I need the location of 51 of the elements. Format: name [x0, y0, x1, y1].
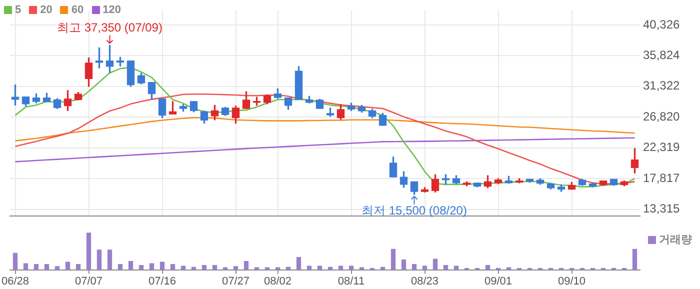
bar: [401, 260, 406, 270]
bar: [170, 264, 176, 270]
legend-label: 거래량: [659, 233, 692, 247]
category-label: 08/02: [264, 275, 292, 288]
bar: [244, 260, 249, 270]
annotation: 최고 37,350 (07/09): [57, 20, 162, 35]
bar: [12, 252, 18, 270]
bar: [86, 232, 92, 270]
bar: [54, 266, 60, 270]
category-label: 07/07: [74, 275, 103, 288]
y-tick-label: 17,817: [643, 170, 680, 185]
y-tick-label: 40,326: [643, 17, 680, 32]
bar: [233, 266, 238, 270]
bar: [23, 263, 28, 270]
category-label: 09/10: [558, 275, 586, 288]
category-label: 07/16: [148, 275, 176, 288]
category-label: 09/01: [484, 275, 512, 288]
bar: [149, 263, 154, 270]
y-tick-label: 35,824: [643, 48, 680, 62]
bar: [443, 265, 448, 270]
bar: [632, 248, 638, 270]
bar: [138, 265, 144, 270]
legend-label: 120: [102, 4, 121, 16]
category-label: 06/28: [1, 275, 30, 288]
bar: [65, 262, 70, 270]
category-label: 08/23: [410, 275, 439, 288]
category-label: 07/27: [222, 275, 250, 288]
bar: [34, 264, 39, 270]
y-tick-label: 26,820: [643, 109, 680, 124]
legend-label: 20: [40, 4, 52, 16]
bar: [202, 265, 207, 270]
bar: [128, 260, 134, 270]
bar: [118, 264, 123, 270]
bar: [96, 250, 102, 270]
annotation: 최저 15,500 (08/20): [362, 204, 467, 218]
y-tick-label: 31,322: [643, 78, 680, 93]
bar: [107, 250, 112, 270]
category-label: 08/11: [338, 275, 365, 288]
bar: [485, 265, 490, 270]
legend-label: 5: [15, 4, 22, 16]
bar: [432, 258, 438, 270]
bar: [76, 264, 81, 270]
legend-label: 60: [71, 4, 84, 16]
y-tick-label: 13,315: [643, 202, 680, 216]
bar: [296, 256, 302, 270]
bar: [44, 264, 50, 270]
bar: [412, 264, 417, 270]
bar: [212, 265, 218, 270]
bar: [390, 248, 396, 270]
bar: [160, 262, 165, 270]
y-tick-label: 22,319: [643, 140, 680, 154]
